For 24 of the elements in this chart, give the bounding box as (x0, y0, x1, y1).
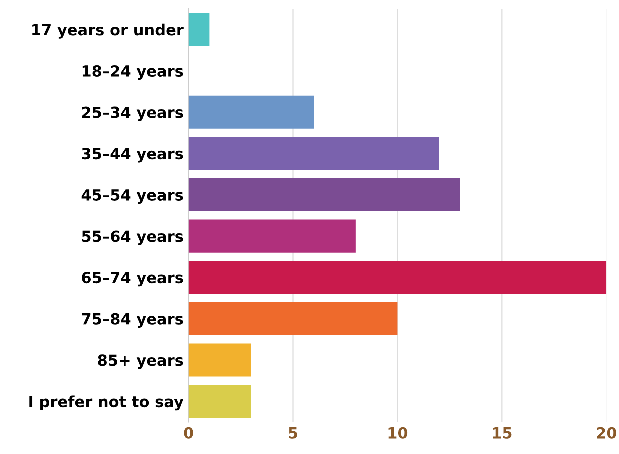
bar (188, 220, 356, 253)
bar (188, 96, 314, 129)
x-tick-label: 0 (184, 427, 194, 439)
bar (188, 261, 607, 294)
bar (188, 13, 210, 46)
x-tick-label: 5 (289, 428, 298, 439)
y-tick-label: 45–54 years (82, 190, 184, 204)
x-tick-label: 10 (388, 427, 408, 439)
y-tick-label: 75–84 years (82, 313, 184, 328)
y-tick-label: 65–74 years (82, 272, 184, 287)
y-tick-label: 17 years or under (32, 24, 184, 39)
bar (188, 178, 460, 212)
y-tick-label: 25–34 years (82, 106, 184, 122)
x-tick-label: 20 (597, 427, 617, 439)
bar (188, 344, 252, 377)
y-tick-label: 18–24 years (82, 65, 184, 80)
bar (188, 302, 398, 336)
y-tick-label: 85+ years (98, 354, 184, 370)
bar (188, 137, 440, 170)
bar (188, 385, 252, 418)
x-tick-label: 15 (493, 428, 512, 439)
y-tick-label: 55–64 years (82, 230, 184, 246)
y-tick-label: 35–44 years (82, 148, 184, 163)
y-tick-label: I prefer not to say (30, 396, 184, 411)
